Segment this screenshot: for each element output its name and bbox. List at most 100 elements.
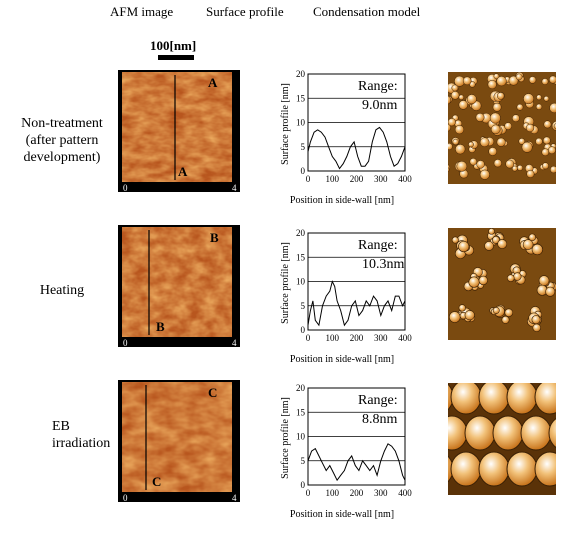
afm-image-header: AFM image [110,4,174,19]
grain [492,415,524,451]
grain [458,304,466,312]
grain [456,160,468,172]
row-label-eb-irradiation: EB irradiation [52,419,111,451]
grain [488,228,495,235]
grain [531,315,541,325]
grain [475,112,485,122]
grain [450,91,460,100]
grain [487,79,497,90]
x-tick-label: 400 [398,488,412,498]
grain [455,144,466,155]
afm-axis-zero: 0 [123,493,128,502]
grain [534,451,556,487]
grain [450,383,482,415]
grain [468,141,474,148]
x-tick-label: 400 [398,174,412,184]
grain [525,123,535,133]
plot-frame [307,387,406,486]
grain [520,415,552,451]
scale-bar-label: 100[nm] [150,38,197,53]
row-label-non-treatment: Non-treatment (after pattern development) [21,116,103,165]
x-tick-label: 400 [398,333,412,343]
grain [478,383,510,415]
range-value-c: 8.8nm [362,412,398,427]
y-tick-label: 15 [296,407,306,417]
grain [506,451,538,487]
y-tick-label: 20 [296,383,306,393]
grain [523,93,534,105]
y-axis-label-b: Surface profile [nm] [280,242,291,324]
grain [493,159,502,168]
row-label-heating: Heating [39,283,85,298]
grain [464,310,475,321]
condensation-model-a [448,72,556,184]
grain [549,102,556,114]
y-tick-label: 0 [301,166,306,176]
grain [531,243,543,256]
x-tick-label: 200 [350,174,364,184]
grain [451,236,459,244]
x-axis-label-c: Position in side-wall [nm] [290,509,394,520]
afm-marker-top: C [208,385,217,400]
grain [504,122,512,130]
y-tick-label: 10 [296,118,306,128]
scale-bar [158,55,194,60]
grain [466,94,477,105]
grain [543,120,552,129]
y-tick-label: 10 [296,277,306,287]
grain [458,100,469,110]
grain [479,169,490,180]
range-value-b: 10.3nm [362,257,405,272]
grain [542,136,551,145]
y-tick-label: 15 [296,93,306,103]
afm-axis-max: 4 [232,183,237,192]
x-tick-label: 300 [374,333,388,343]
grain [513,272,522,281]
range-value-a: 9.0nm [362,98,398,113]
grain [476,160,485,169]
grain [497,239,508,249]
grain [505,159,515,169]
grain [492,306,500,314]
grain [496,137,506,147]
grain [448,118,456,127]
grain [545,286,556,297]
grain [450,451,482,487]
grain [535,137,543,146]
grain [493,73,500,80]
grain [518,138,526,145]
grain [535,103,543,110]
grain [550,165,556,174]
x-tick-label: 100 [326,333,340,343]
y-tick-label: 0 [301,325,306,335]
x-tick-label: 100 [326,174,340,184]
grain [522,239,534,250]
plot-frame [307,232,406,331]
y-tick-label: 10 [296,432,306,442]
grain [448,142,453,151]
grain [488,147,498,156]
range-label-c: Range: [358,393,398,408]
afm-axis-zero: 0 [123,338,128,347]
plot-frame [307,73,406,172]
afm-marker-bottom: B [156,319,165,334]
grain [538,275,550,286]
grain [515,73,523,81]
afm-axis-zero: 0 [123,183,128,192]
afm-image-b: B B 0 4 [118,225,240,347]
grain [528,76,537,84]
grain [516,103,524,111]
grain [548,146,556,155]
grain [448,311,461,323]
grain [536,94,542,101]
grain [458,240,470,253]
y-tick-label: 0 [301,480,306,490]
grain [462,76,472,86]
grain [541,78,549,86]
afm-axis-max: 4 [232,338,237,347]
grain [448,95,452,105]
y-axis-label-c: Surface profile [nm] [280,397,291,479]
